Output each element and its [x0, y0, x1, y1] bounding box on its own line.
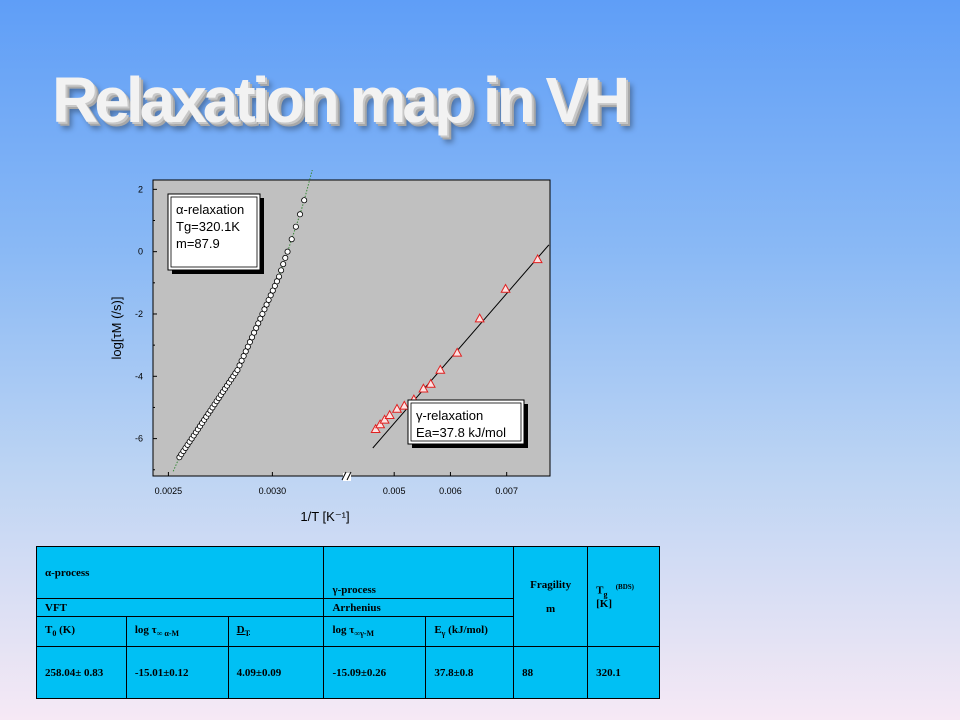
- alpha-annotation-box-line-2: m=87.9: [176, 236, 220, 251]
- e-gamma-main: E: [434, 624, 442, 637]
- alpha-data-point: [282, 254, 289, 261]
- log-tau-gamma-header: log τ∞γ-M: [323, 616, 427, 647]
- value-fragility: 88: [513, 646, 589, 699]
- gamma-data-point: [418, 383, 429, 393]
- vft-header: VFT: [35, 598, 325, 617]
- alpha-data-point: [280, 261, 287, 268]
- slide-title: Relaxation map in VH: [52, 64, 630, 136]
- parameters-table: α-process γ-process Fragility m Tg (BDS)…: [35, 546, 660, 699]
- alpha-annotation-box-line-1: Tg=320.1K: [176, 219, 240, 234]
- gamma-data-point: [500, 283, 511, 293]
- dt-sub: T: [244, 629, 250, 639]
- arrhenius-header: Arrhenius: [323, 598, 515, 617]
- x-tick-label: 0.007: [495, 486, 518, 496]
- alpha-annotation-box-inner-border: [170, 196, 258, 268]
- alpha-data-point: [301, 197, 308, 204]
- tg-symbol: T: [596, 584, 604, 597]
- y-tick-label: 0: [138, 247, 143, 257]
- log-tau-gamma-main: log τ: [332, 624, 355, 637]
- t0-main: T: [45, 624, 53, 637]
- gamma-annotation-box-line-0: γ-relaxation: [416, 408, 483, 423]
- gamma-data-point: [452, 347, 463, 357]
- fragility-header: Fragility m: [513, 546, 589, 647]
- log-tau-alpha-sub: ∞ α-M: [156, 629, 180, 639]
- t0-sub: 0: [52, 629, 57, 639]
- log-tau-gamma-sub: ∞γ-M: [354, 629, 375, 639]
- gamma-fit-line: [372, 244, 550, 449]
- y-tick-label: -4: [135, 371, 143, 381]
- alpha-data-point: [278, 267, 285, 274]
- log-tau-alpha-main: log τ: [134, 624, 157, 637]
- value-e-gamma: 37.8±0.8: [425, 646, 515, 699]
- e-gamma-header: Eγ (kJ/mol): [425, 616, 515, 647]
- gamma-data-point: [391, 403, 403, 413]
- axis-break-mark: [341, 471, 347, 481]
- x-tick-label: 0.0025: [155, 486, 183, 496]
- gamma-data-point: [379, 414, 390, 424]
- value-log-tau-alpha: -15.01±0.12: [125, 646, 229, 699]
- x-tick-label: 0.0030: [259, 486, 287, 496]
- alpha-data-point: [284, 248, 291, 255]
- dt-header: DT: [227, 616, 325, 647]
- tg-header: Tg (BDS) [K]: [587, 546, 660, 647]
- gamma-data-point: [384, 409, 395, 419]
- y-axis-label: log[τM (/s)]: [109, 297, 124, 360]
- alpha-annotation-box: [167, 193, 261, 271]
- x-tick-label: 0.006: [439, 486, 462, 496]
- gamma-data-point: [532, 253, 543, 264]
- axis-break-mark: [346, 471, 352, 481]
- gamma-data-point: [370, 423, 381, 433]
- dt-main: D: [236, 624, 245, 637]
- tg-unit: [K]: [596, 598, 612, 611]
- y-tick-label: -2: [135, 309, 143, 319]
- gamma-annotation-box: [407, 399, 525, 445]
- x-axis-label: 1/T [K⁻¹]: [300, 509, 349, 524]
- alpha-data-point: [297, 211, 304, 218]
- alpha-data-point: [288, 236, 295, 243]
- gamma-data-point: [435, 364, 446, 374]
- tg-sub: g: [603, 589, 608, 599]
- gamma-data-point: [474, 313, 485, 323]
- alpha-data-point: [276, 273, 283, 280]
- value-log-tau-gamma: -15.09±0.26: [323, 646, 427, 699]
- y-tick-label: -6: [135, 434, 143, 444]
- gamma-process-header: γ-process: [323, 546, 515, 599]
- value-t0: 258.04± 0.83: [36, 646, 127, 699]
- e-gamma-unit: (kJ/mol): [445, 624, 488, 637]
- gamma-data-point: [399, 400, 410, 410]
- y-tick-label: 2: [138, 184, 143, 194]
- gamma-annotation-box-line-1: Ea=37.8 kJ/mol: [416, 425, 506, 440]
- log-tau-alpha-header: log τ∞ α-M: [125, 616, 229, 647]
- axis-break-gap: [343, 473, 351, 481]
- x-tick-label: 0.005: [383, 486, 406, 496]
- tg-note: (BDS): [615, 582, 634, 591]
- value-dt: 4.09±0.09: [227, 646, 325, 699]
- gamma-data-point: [425, 378, 436, 388]
- alpha-data-point: [292, 223, 299, 230]
- alpha-process-header: α-process: [35, 546, 325, 599]
- fragility-label: Fragility: [530, 578, 572, 591]
- fragility-symbol: m: [546, 602, 556, 615]
- relaxation-map-chart: 2 0 -2 -4 -6 0.0025 0.0030 0.005 0.006 0.007 α-re…: [109, 170, 551, 524]
- value-tg: 320.1: [587, 646, 660, 699]
- alpha-annotation-box-line-0: α-relaxation: [176, 202, 244, 217]
- t0-unit: (K): [56, 624, 75, 637]
- t0-header: T0 (K): [36, 616, 127, 647]
- e-gamma-sub: γ: [441, 629, 446, 639]
- gamma-data-point: [374, 419, 386, 429]
- gamma-annotation-box-inner-border: [410, 402, 522, 442]
